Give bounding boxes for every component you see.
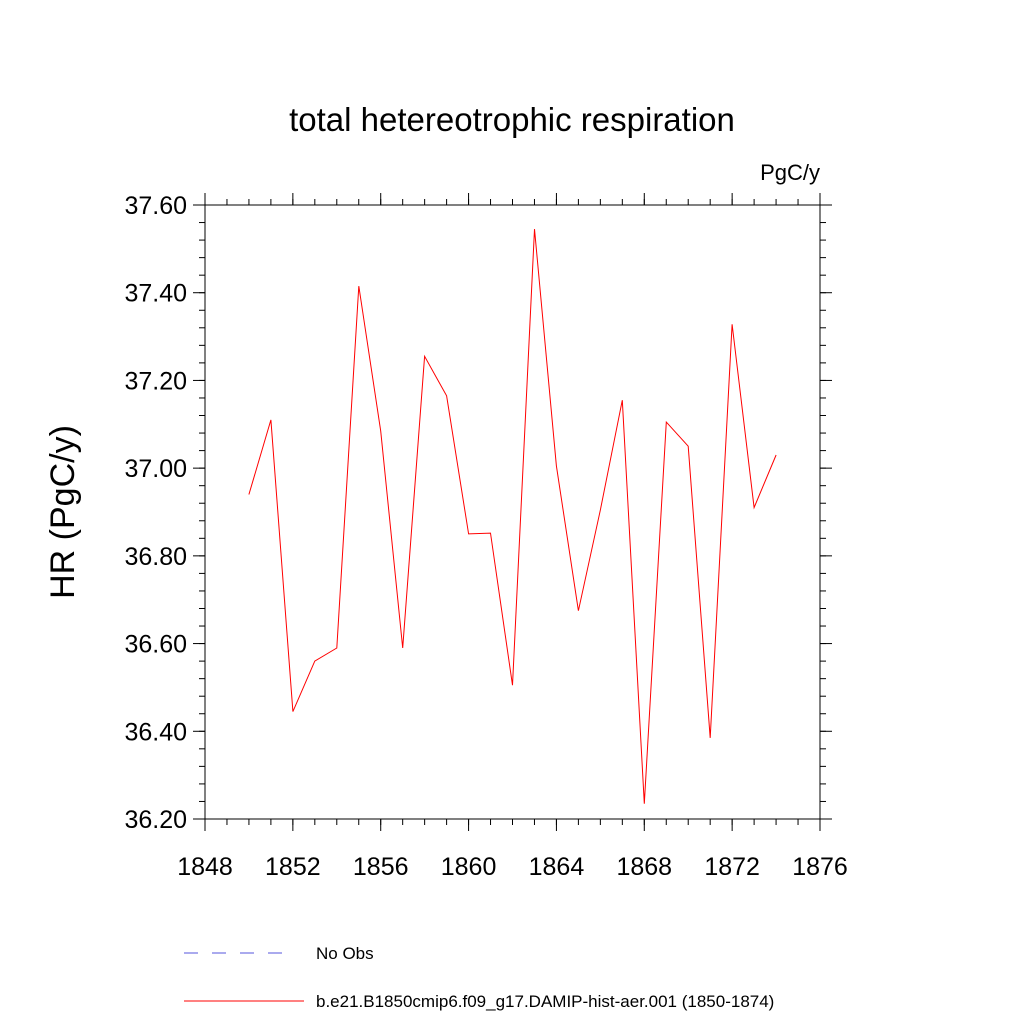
- x-tick-label: 1876: [792, 853, 848, 881]
- legend: No Obs b.e21.B1850cmip6.f09_g17.DAMIP-hi…: [184, 944, 774, 1011]
- y-tick-label: 37.40: [124, 280, 187, 308]
- y-axis: 36.20 36.40 36.60 36.80 37.00 37.20 37.40 37.60: [124, 192, 832, 834]
- minor-ticks: [199, 199, 826, 825]
- y-tick-label: 36.40: [124, 718, 187, 746]
- chart-title: total hetereotrophic respiration: [289, 101, 735, 138]
- x-tick-label: 1852: [265, 853, 321, 881]
- x-axis: 1848 1852 1856 1860 1864 1868 1872 1876: [177, 193, 848, 881]
- y-tick-label: 37.60: [124, 192, 187, 220]
- y-axis-label: HR (PgC/y): [44, 425, 82, 599]
- x-tick-label: 1868: [616, 853, 672, 881]
- y-tick-label: 37.20: [124, 367, 187, 395]
- legend-label-model: b.e21.B1850cmip6.f09_g17.DAMIP-hist-aer.…: [316, 992, 774, 1011]
- x-tick-label: 1848: [177, 853, 233, 881]
- y-tick-label: 36.80: [124, 543, 187, 571]
- plot-frame: [204, 204, 821, 820]
- x-tick-label: 1860: [441, 853, 497, 881]
- units-label: PgC/y: [760, 160, 820, 185]
- y-tick-label: 36.20: [124, 806, 187, 834]
- y-tick-label: 37.00: [124, 455, 187, 483]
- x-tick-label: 1872: [704, 853, 760, 881]
- x-tick-label: 1864: [529, 853, 585, 881]
- y-tick-label: 36.60: [124, 631, 187, 659]
- plot-area: [248, 229, 777, 804]
- x-tick-label: 1856: [353, 853, 409, 881]
- legend-label-no-obs: No Obs: [316, 944, 374, 963]
- series-line: [248, 229, 777, 804]
